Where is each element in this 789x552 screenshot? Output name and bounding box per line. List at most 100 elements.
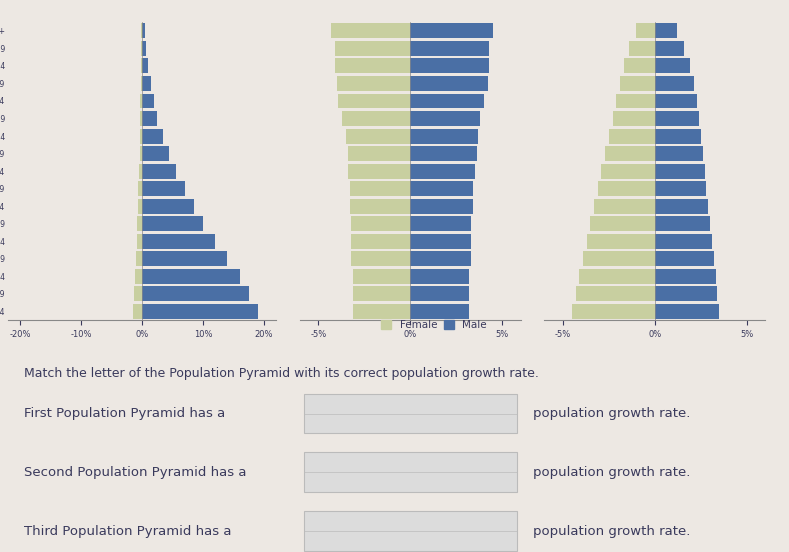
Bar (623, 59, 655, 73)
Bar (590, 216, 655, 231)
Bar (655, 304, 720, 319)
Bar (410, 129, 478, 144)
Bar (135, 269, 142, 284)
Bar (616, 93, 655, 108)
Bar (337, 76, 410, 91)
Bar (410, 251, 471, 266)
Bar (410, 234, 471, 249)
Bar (410, 286, 469, 301)
Bar (612, 111, 655, 126)
Bar (338, 93, 410, 108)
Bar (655, 181, 706, 196)
Bar (140, 93, 142, 108)
Bar (142, 76, 151, 91)
Bar (410, 181, 473, 196)
Bar (133, 304, 142, 319)
Bar (410, 199, 473, 214)
Bar (142, 216, 203, 231)
Bar (598, 181, 655, 196)
Bar (304, 394, 517, 433)
Bar (655, 234, 712, 249)
Bar (139, 164, 142, 179)
Bar (655, 164, 705, 179)
Bar (410, 93, 484, 108)
Bar (655, 23, 677, 38)
Bar (142, 234, 215, 249)
Bar (637, 23, 655, 38)
Bar (142, 181, 185, 196)
Bar (348, 164, 410, 179)
Bar (583, 251, 655, 266)
Bar (410, 76, 488, 91)
Bar (140, 111, 142, 126)
Bar (138, 199, 142, 214)
Bar (142, 199, 194, 214)
Bar (342, 111, 410, 126)
Bar (410, 23, 493, 38)
Bar (137, 216, 142, 231)
Bar (353, 286, 410, 301)
Bar (410, 164, 475, 179)
Bar (620, 76, 655, 91)
Bar (605, 146, 655, 161)
Bar (346, 129, 410, 144)
Bar (609, 129, 655, 144)
Bar (601, 164, 655, 179)
Bar (655, 269, 716, 284)
Bar (331, 23, 410, 38)
Bar (142, 146, 170, 161)
Bar (142, 59, 148, 73)
Bar (351, 234, 410, 249)
Bar (655, 129, 701, 144)
Bar (138, 181, 142, 196)
Bar (140, 76, 142, 91)
Text: Third Population Pyramid has a: Third Population Pyramid has a (24, 524, 231, 538)
Bar (576, 286, 655, 301)
Bar (348, 146, 410, 161)
Legend: Female, Male: Female, Male (377, 316, 491, 335)
Bar (655, 146, 703, 161)
Bar (142, 304, 258, 319)
Bar (655, 93, 697, 108)
Bar (134, 286, 142, 301)
Bar (655, 251, 714, 266)
Bar (350, 181, 410, 196)
Bar (410, 59, 489, 73)
Text: population growth rate.: population growth rate. (533, 466, 690, 479)
Text: population growth rate.: population growth rate. (533, 407, 690, 420)
Bar (140, 129, 142, 144)
Bar (410, 111, 481, 126)
Text: Second Population Pyramid has a: Second Population Pyramid has a (24, 466, 246, 479)
Bar (142, 251, 227, 266)
Bar (142, 93, 154, 108)
Bar (410, 41, 489, 56)
Text: Match the letter of the Population Pyramid with its correct population growth ra: Match the letter of the Population Pyram… (24, 368, 539, 380)
Bar (142, 23, 145, 38)
Bar (140, 146, 142, 161)
Bar (351, 251, 410, 266)
Bar (410, 304, 469, 319)
Bar (335, 59, 410, 73)
Bar (142, 41, 146, 56)
Bar (353, 269, 410, 284)
Text: population growth rate.: population growth rate. (533, 524, 690, 538)
Bar (410, 216, 471, 231)
Bar (142, 164, 176, 179)
Bar (142, 286, 249, 301)
Bar (655, 59, 690, 73)
Bar (136, 234, 142, 249)
Bar (136, 251, 142, 266)
Bar (594, 199, 655, 214)
Bar (572, 304, 655, 319)
Text: First Population Pyramid has a: First Population Pyramid has a (24, 407, 225, 420)
Bar (350, 199, 410, 214)
Bar (587, 234, 655, 249)
Bar (304, 453, 517, 492)
Bar (410, 146, 477, 161)
Bar (142, 129, 163, 144)
Bar (655, 76, 694, 91)
Bar (410, 269, 469, 284)
Bar (142, 269, 240, 284)
Bar (142, 111, 157, 126)
Bar (140, 59, 142, 73)
